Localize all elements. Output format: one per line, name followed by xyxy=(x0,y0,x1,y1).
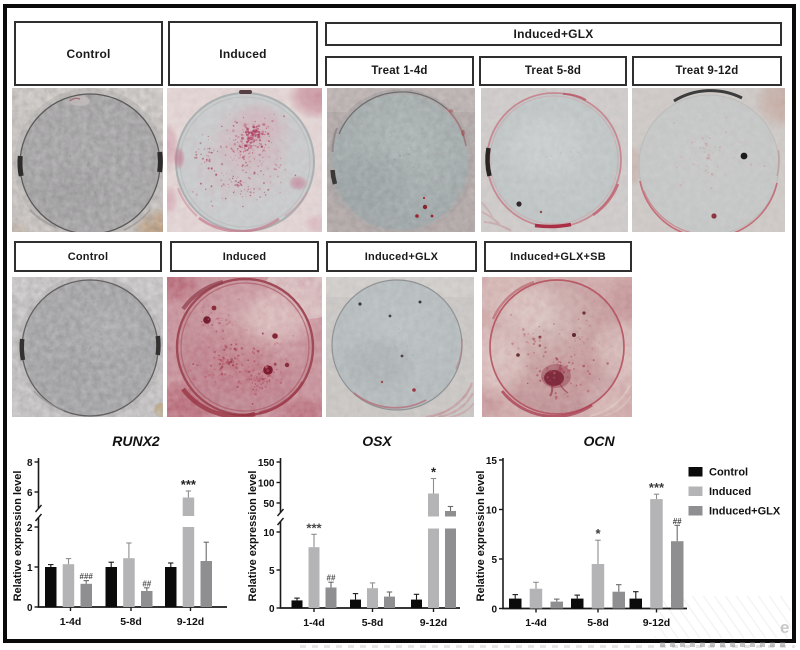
svg-text:10: 10 xyxy=(263,528,275,539)
svg-text:Control: Control xyxy=(709,467,748,479)
svg-text:Induced+GLX: Induced+GLX xyxy=(709,506,781,518)
svg-text:e: e xyxy=(780,618,789,637)
svg-text:8: 8 xyxy=(27,458,33,469)
svg-text:Relative expression level: Relative expression level xyxy=(475,471,487,602)
svg-text:***: *** xyxy=(306,520,322,535)
svg-text:Relative expression level: Relative expression level xyxy=(247,471,259,602)
svg-text:1-4d: 1-4d xyxy=(303,617,325,629)
svg-text:5-8d: 5-8d xyxy=(120,616,142,628)
svg-text:OSX: OSX xyxy=(362,433,393,449)
svg-text:5-8d: 5-8d xyxy=(362,617,384,629)
svg-text:###: ### xyxy=(80,572,94,581)
svg-text:RUNX2: RUNX2 xyxy=(112,433,160,449)
svg-text:1-4d: 1-4d xyxy=(60,616,82,628)
svg-text:10: 10 xyxy=(486,506,498,517)
svg-text:50: 50 xyxy=(263,499,275,510)
svg-text:0: 0 xyxy=(491,605,497,616)
svg-text:100: 100 xyxy=(258,479,275,490)
svg-text:6: 6 xyxy=(27,488,33,499)
svg-text:*: * xyxy=(595,526,601,541)
svg-text:0: 0 xyxy=(269,604,275,615)
svg-text:##: ## xyxy=(142,579,151,588)
svg-text:9-12d: 9-12d xyxy=(643,617,670,629)
svg-text:Relative expression level: Relative expression level xyxy=(12,471,24,602)
svg-text:5: 5 xyxy=(491,555,497,566)
svg-text:1: 1 xyxy=(27,563,33,574)
svg-text:9-12d: 9-12d xyxy=(177,616,204,628)
svg-text:5: 5 xyxy=(269,566,275,577)
svg-text:***: *** xyxy=(649,480,665,495)
svg-text:5-8d: 5-8d xyxy=(587,617,609,629)
svg-text:##: ## xyxy=(327,574,336,583)
svg-text:0: 0 xyxy=(27,603,33,614)
svg-text:Induced: Induced xyxy=(709,486,751,498)
svg-text:2: 2 xyxy=(27,523,33,534)
svg-text:1-4d: 1-4d xyxy=(525,617,547,629)
svg-text:OCN: OCN xyxy=(583,433,615,449)
svg-text:***: *** xyxy=(181,477,197,492)
svg-text:150: 150 xyxy=(258,458,275,469)
svg-text:9-12d: 9-12d xyxy=(420,617,447,629)
svg-text:*: * xyxy=(431,465,437,480)
svg-text:##: ## xyxy=(673,517,682,526)
svg-text:15: 15 xyxy=(486,456,498,467)
